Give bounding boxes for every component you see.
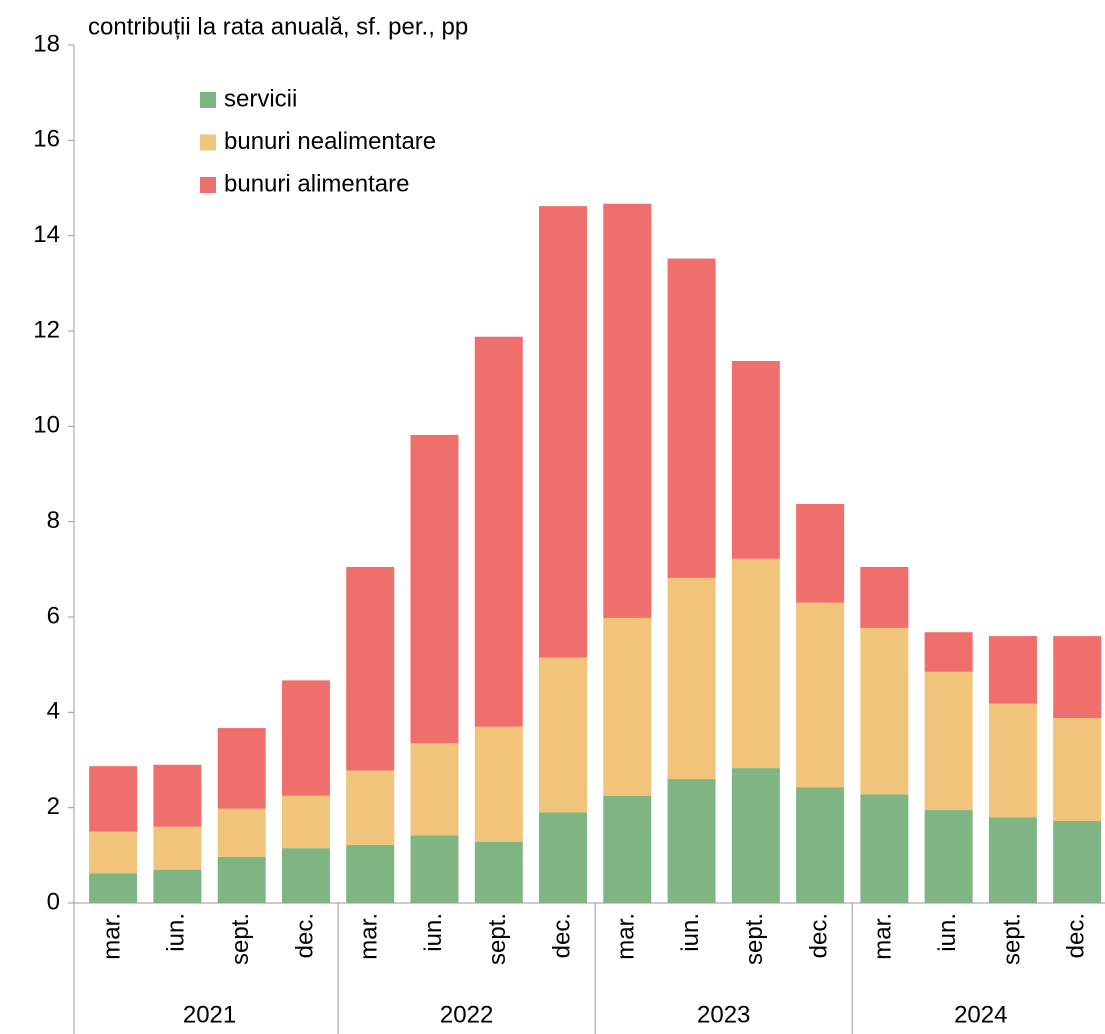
bar-segment bbox=[346, 844, 395, 903]
x-tick-label: mar. bbox=[870, 913, 897, 960]
y-tick-label: 10 bbox=[33, 412, 60, 439]
bar-segment bbox=[539, 812, 588, 903]
legend-label: bunuri alimentare bbox=[224, 170, 409, 197]
x-tick-label: mar. bbox=[613, 913, 640, 960]
bar-segment bbox=[731, 558, 780, 769]
bar-segment bbox=[217, 856, 266, 903]
bar-segment bbox=[281, 848, 330, 903]
bar-segment bbox=[860, 566, 909, 628]
x-tick-label: sept. bbox=[998, 913, 1025, 965]
axis-title: contribuții la rata anuală, sf. per., pp bbox=[88, 13, 468, 40]
x-tick-label: dec. bbox=[1063, 913, 1090, 958]
bar-segment bbox=[796, 602, 845, 788]
bar-segment bbox=[1053, 636, 1102, 719]
bar-segment bbox=[860, 794, 909, 903]
group-label: 2023 bbox=[697, 1001, 750, 1028]
bar-segment bbox=[924, 671, 973, 811]
bar-segment bbox=[410, 743, 459, 836]
bar-segment bbox=[153, 764, 202, 827]
legend-swatch bbox=[200, 177, 216, 193]
bar-segment bbox=[603, 617, 652, 796]
bar-segment bbox=[667, 577, 716, 780]
bar-segment bbox=[860, 627, 909, 795]
y-tick-label: 6 bbox=[47, 602, 60, 629]
y-tick-label: 8 bbox=[47, 507, 60, 534]
bar-segment bbox=[153, 869, 202, 903]
x-tick-label: sept. bbox=[484, 913, 511, 965]
bar-segment bbox=[988, 817, 1037, 903]
bar-segment bbox=[988, 703, 1037, 818]
bar-segment bbox=[410, 434, 459, 744]
bar-segment bbox=[217, 728, 266, 809]
bar-segment bbox=[796, 787, 845, 903]
bar-segment bbox=[796, 504, 845, 603]
bar-segment bbox=[281, 795, 330, 849]
bar-segment bbox=[346, 770, 395, 845]
y-tick-label: 0 bbox=[47, 888, 60, 915]
x-tick-label: sept. bbox=[741, 913, 768, 965]
x-tick-label: sept. bbox=[227, 913, 254, 965]
bar-segment bbox=[924, 632, 973, 672]
bar-segment bbox=[89, 766, 138, 832]
bar-segment bbox=[217, 808, 266, 857]
bar-segment bbox=[988, 636, 1037, 704]
x-tick-label: mar. bbox=[98, 913, 125, 960]
y-tick-label: 14 bbox=[33, 221, 60, 248]
group-label: 2022 bbox=[440, 1001, 493, 1028]
bar-segment bbox=[603, 795, 652, 903]
bar-segment bbox=[1053, 718, 1102, 822]
legend-swatch bbox=[200, 92, 216, 108]
x-tick-label: iun. bbox=[163, 913, 190, 952]
x-tick-label: iun. bbox=[677, 913, 704, 952]
bar-segment bbox=[474, 726, 523, 842]
bar-segment bbox=[410, 835, 459, 903]
y-tick-label: 16 bbox=[33, 126, 60, 153]
bar-segment bbox=[474, 336, 523, 727]
y-tick-label: 4 bbox=[47, 698, 60, 725]
y-tick-label: 18 bbox=[33, 30, 60, 57]
bar-segment bbox=[346, 566, 395, 771]
bar-segment bbox=[539, 657, 588, 813]
x-tick-label: dec. bbox=[805, 913, 832, 958]
bar-segment bbox=[89, 831, 138, 874]
x-tick-label: iun. bbox=[420, 913, 447, 952]
y-tick-label: 2 bbox=[47, 793, 60, 820]
group-label: 2024 bbox=[954, 1001, 1007, 1028]
bar-segment bbox=[153, 826, 202, 870]
x-tick-label: iun. bbox=[934, 913, 961, 952]
bar-segment bbox=[603, 203, 652, 618]
bar-segment bbox=[667, 258, 716, 578]
bar-segment bbox=[89, 873, 138, 903]
y-tick-label: 12 bbox=[33, 316, 60, 343]
bar-segment bbox=[731, 768, 780, 903]
bar-segment bbox=[474, 841, 523, 903]
bar-segment bbox=[924, 810, 973, 903]
bar-segment bbox=[731, 361, 780, 559]
bar-segment bbox=[667, 779, 716, 903]
legend-label: bunuri nealimentare bbox=[224, 128, 436, 155]
group-label: 2021 bbox=[183, 1001, 236, 1028]
legend-label: servicii bbox=[224, 85, 297, 112]
x-tick-label: dec. bbox=[548, 913, 575, 958]
bar-segment bbox=[1053, 821, 1102, 903]
x-tick-label: dec. bbox=[291, 913, 318, 958]
x-tick-label: mar. bbox=[356, 913, 383, 960]
bar-segment bbox=[281, 680, 330, 796]
bar-segment bbox=[539, 206, 588, 658]
legend-swatch bbox=[200, 134, 216, 151]
